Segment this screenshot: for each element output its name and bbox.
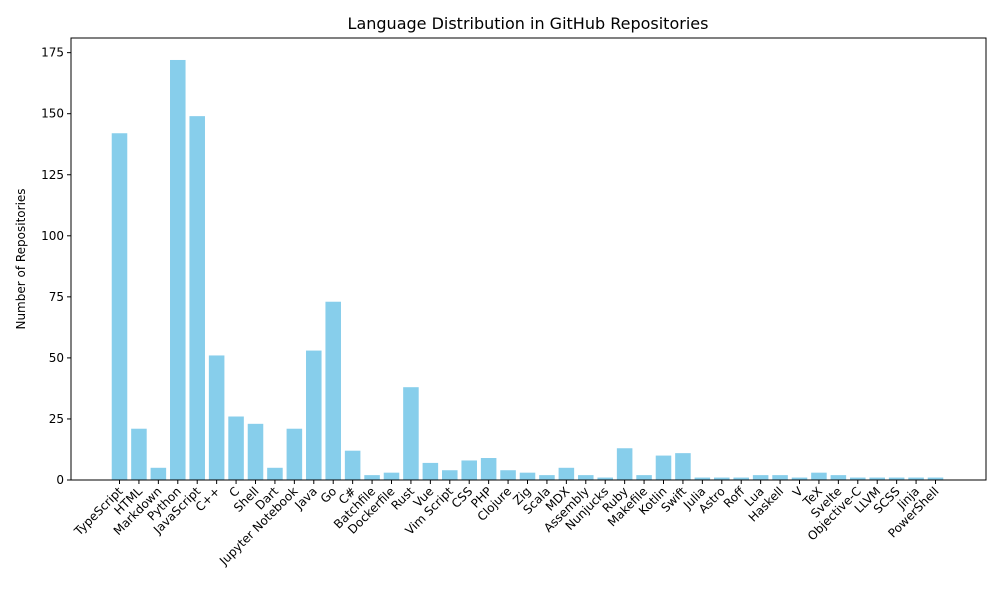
bar-javascript	[189, 116, 205, 480]
bar-html	[131, 428, 147, 480]
y-tick-label: 100	[41, 229, 64, 243]
bar-haskell	[772, 475, 788, 480]
bar-scss	[888, 477, 905, 480]
bar-jinja	[908, 477, 924, 480]
bar-php	[480, 458, 497, 480]
bar-vim-script	[442, 470, 458, 480]
bar-scala	[539, 475, 555, 480]
bar-c	[228, 416, 244, 480]
bar-zig	[519, 472, 536, 480]
bar-llvm	[869, 477, 885, 480]
bar-clojure	[500, 470, 516, 480]
bar-c-	[208, 355, 225, 480]
y-tick-label: 175	[41, 46, 64, 60]
bar-lua	[752, 475, 769, 480]
bar-nunjucks	[597, 477, 613, 480]
y-tick-label: 125	[41, 168, 64, 182]
bar-c-	[344, 450, 361, 480]
x-tick-label: Go	[318, 484, 340, 506]
x-tick-label: Java	[291, 484, 320, 513]
bar-kotlin	[655, 455, 672, 480]
bar-css	[461, 460, 477, 480]
y-tick-label: 150	[41, 107, 64, 121]
bar-go	[325, 301, 341, 480]
bar-shell	[247, 423, 264, 480]
y-tick-label: 25	[49, 412, 64, 426]
bar-tex	[811, 472, 827, 480]
bar-objective-c	[850, 477, 866, 480]
bar-roff	[733, 477, 749, 480]
bar-astro	[714, 477, 730, 480]
y-tick-label: 0	[56, 473, 64, 487]
y-axis-label: Number of Repositories	[14, 188, 28, 329]
bar-makefile	[636, 475, 652, 480]
bars-group	[111, 59, 944, 481]
bar-typescript	[111, 133, 128, 481]
bar-vue	[422, 462, 439, 480]
bar-julia	[694, 477, 711, 480]
bar-svelte	[830, 475, 847, 480]
chart-title: Language Distribution in GitHub Reposito…	[348, 14, 709, 33]
bar-markdown	[150, 467, 167, 480]
bar-swift	[675, 453, 691, 480]
bar-ruby	[616, 448, 633, 480]
y-axis: 0 25 50 75 100 125 150 175	[41, 46, 71, 487]
bar-assembly	[578, 475, 594, 480]
y-tick-label: 75	[49, 290, 64, 304]
bar-dockerfile	[383, 472, 400, 480]
y-tick-label: 50	[49, 351, 64, 365]
bar-python	[170, 59, 186, 480]
bar-dart	[267, 467, 283, 480]
bar-v	[791, 477, 808, 480]
bar-powershell	[927, 477, 944, 480]
bar-jupyter-notebook	[286, 428, 303, 480]
plot-frame	[70, 37, 987, 481]
bar-rust	[403, 387, 419, 480]
bar-mdx	[558, 467, 575, 480]
bar-java	[306, 350, 322, 480]
x-axis: TypeScriptHTMLMarkdownPythonJavaScriptC+…	[71, 480, 942, 569]
bar-batchfile	[364, 475, 380, 480]
